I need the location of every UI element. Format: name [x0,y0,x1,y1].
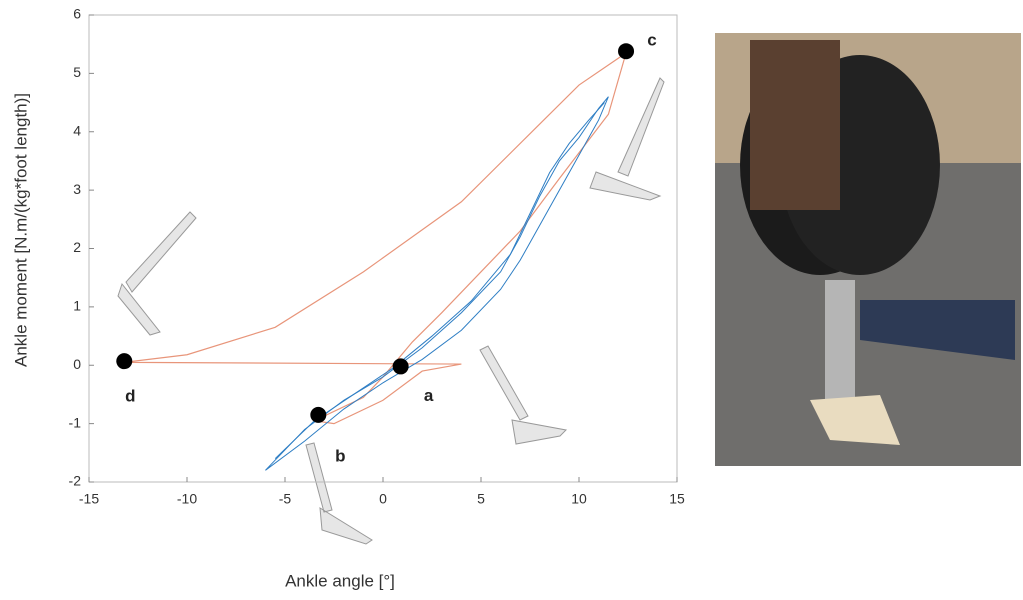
bone [305,442,373,545]
photo [715,33,1021,466]
y-tick-label: 6 [73,6,81,22]
key-point [116,353,133,370]
key-point [618,43,635,60]
y-tick-label: 5 [73,64,81,80]
trajectory-line [274,102,605,460]
point-label: d [125,387,135,406]
y-tick-label: -1 [69,414,82,430]
x-tick-label: 0 [379,491,387,507]
bone [117,211,197,336]
y-tick-label: 3 [73,181,81,197]
trajectory-line [265,96,609,471]
x-tick-label: 5 [477,491,485,507]
bone-sketches [117,77,665,545]
x-tick-label: -15 [79,491,99,507]
arm [750,40,840,210]
bone [589,77,665,201]
x-axis-label: Ankle angle [°] [285,571,395,590]
shoe [860,300,1015,360]
x-tick-label: 15 [669,491,685,507]
y-tick-label: 4 [73,122,81,138]
y-axis-label: Ankle moment [N.m/(kg*foot length)] [11,93,30,367]
bone [479,345,568,445]
trajectory-line [124,51,628,425]
y-tick-label: -2 [69,473,82,489]
point-label: a [424,386,434,405]
y-tick-label: 0 [73,356,81,372]
x-tick-label: -5 [279,491,292,507]
x-tick-label: -10 [177,491,197,507]
x-tick-label: 10 [571,491,587,507]
key-point [392,358,409,375]
y-tick-label: 2 [73,239,81,255]
key-point [310,406,327,423]
point-label: b [335,446,345,465]
y-tick-label: 1 [73,298,81,314]
prosthetic-foot [810,395,900,445]
point-label: c [647,31,656,50]
prosthetic-pylon [825,280,855,405]
plot-frame [88,14,678,483]
